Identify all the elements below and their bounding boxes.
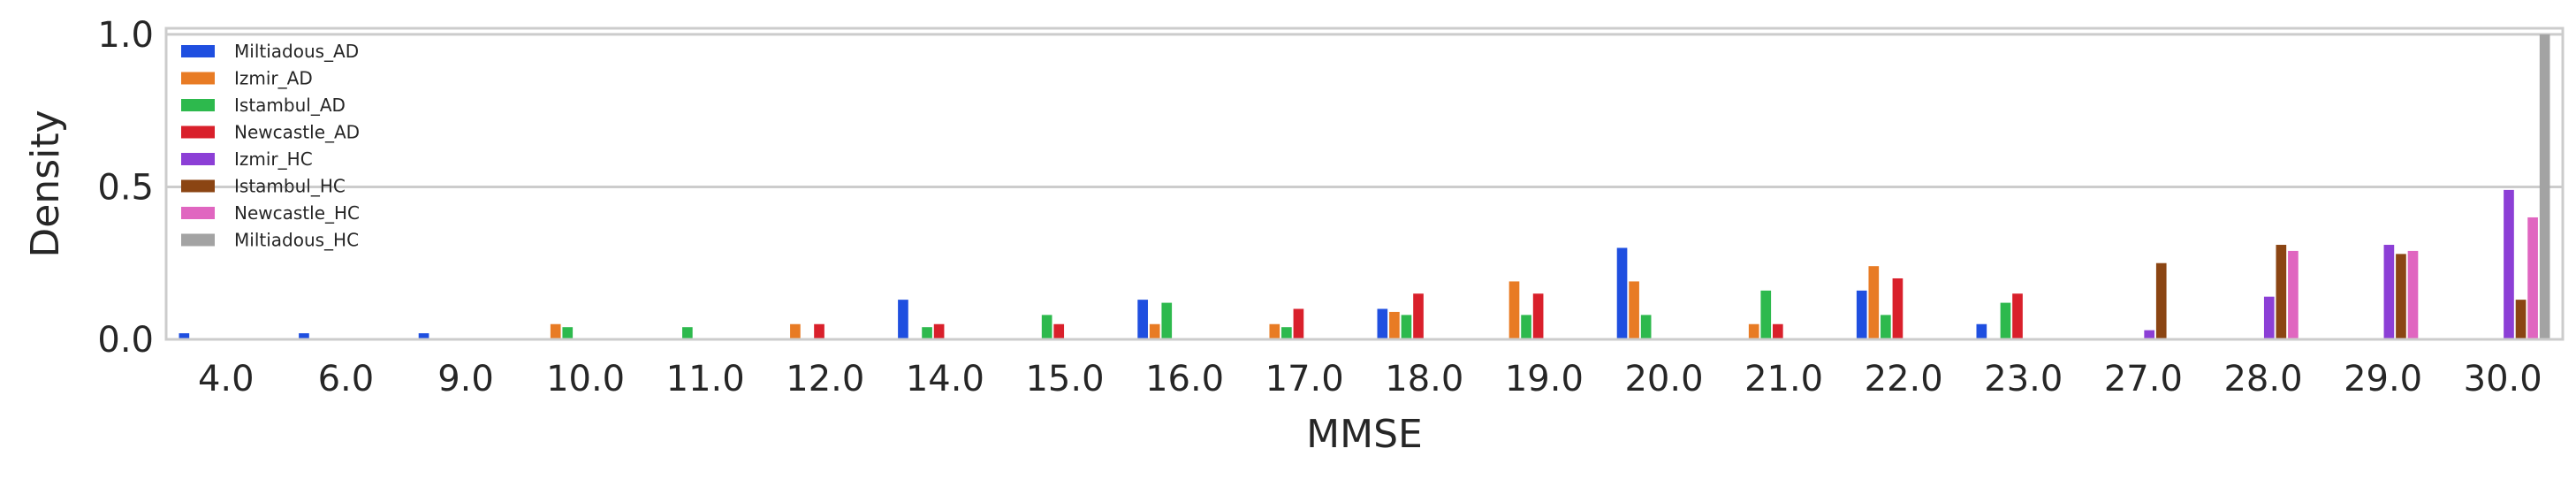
x-tick-label: 10.0 <box>546 359 625 399</box>
legend-label: Istambul_HC <box>234 176 346 197</box>
bar <box>1868 266 1880 339</box>
bar <box>2144 330 2155 339</box>
bar <box>2527 217 2538 339</box>
legend-label: Istambul_AD <box>234 95 346 116</box>
bar <box>814 323 824 339</box>
bar <box>2263 296 2275 339</box>
legend-label: Izmir_AD <box>234 68 313 89</box>
x-tick-label: 14.0 <box>906 359 984 399</box>
x-axis-label: MMSE <box>1306 412 1423 457</box>
legend-swatch <box>181 233 215 247</box>
bar <box>550 323 561 339</box>
x-tick-labels: 4.0 6.0 9.0 10.0 11.0 12.0 14.0 15.0 16.0 17.0 18.… <box>198 359 2542 399</box>
legend-swatch <box>181 153 215 165</box>
bar <box>562 327 574 339</box>
plot-background <box>166 28 2563 339</box>
legend-swatch <box>181 207 215 219</box>
legend-swatch <box>181 45 215 57</box>
bar <box>1532 293 1544 339</box>
bar <box>2383 245 2395 339</box>
bar <box>1377 308 1388 339</box>
bar <box>933 323 945 339</box>
bar <box>2000 302 2011 339</box>
bar <box>1161 302 1173 339</box>
bar <box>2155 262 2167 339</box>
legend-swatch <box>181 72 215 85</box>
bar <box>2396 254 2406 339</box>
y-tick-label: 0.5 <box>97 167 154 208</box>
bar <box>1389 311 1400 339</box>
bar <box>2504 189 2514 339</box>
bar <box>922 327 932 339</box>
x-tick-label: 21.0 <box>1744 359 1823 399</box>
bar <box>1281 327 1292 339</box>
legend-label: Miltiadous_HC <box>234 230 359 251</box>
y-tick-labels: 0.0 0.5 1.0 <box>97 15 154 361</box>
bar <box>1772 323 1783 339</box>
bar <box>1149 323 1160 339</box>
x-tick-label: 17.0 <box>1265 359 1344 399</box>
bar <box>1748 323 1759 339</box>
bar <box>682 327 693 339</box>
bar <box>1629 281 1639 339</box>
legend-label: Newcastle_HC <box>234 202 360 224</box>
x-tick-label: 29.0 <box>2344 359 2422 399</box>
bar <box>1976 323 1987 339</box>
bar <box>2012 293 2023 339</box>
x-tick-label: 20.0 <box>1624 359 1703 399</box>
bar <box>179 333 190 339</box>
bars <box>179 34 2550 339</box>
bar <box>1269 323 1280 339</box>
legend-swatch <box>181 99 215 111</box>
bar <box>2515 300 2527 339</box>
y-axis-label: Density <box>23 110 68 257</box>
y-tick-label: 0.0 <box>97 320 154 361</box>
bar <box>1413 293 1424 339</box>
x-tick-label: 22.0 <box>1865 359 1943 399</box>
x-tick-label: 9.0 <box>437 359 494 399</box>
bar <box>1293 308 1304 339</box>
bar <box>1521 315 1531 339</box>
x-tick-label: 6.0 <box>318 359 375 399</box>
x-tick-label: 30.0 <box>2464 359 2542 399</box>
bar <box>2407 250 2419 339</box>
bar <box>2539 34 2550 339</box>
legend-label: Izmir_HC <box>234 148 313 170</box>
x-tick-label: 16.0 <box>1145 359 1224 399</box>
bar <box>1401 315 1412 339</box>
bar <box>1137 300 1148 339</box>
bar <box>299 333 309 339</box>
x-tick-label: 28.0 <box>2223 359 2302 399</box>
bar <box>2288 250 2299 339</box>
x-tick-label: 18.0 <box>1385 359 1463 399</box>
y-tick-label: 1.0 <box>97 15 154 56</box>
bar <box>1041 315 1052 339</box>
legend-swatch <box>181 125 215 139</box>
bar <box>1616 247 1628 339</box>
legend-swatch <box>181 179 215 193</box>
legend-label: Newcastle_AD <box>234 122 360 143</box>
x-tick-label: 23.0 <box>1984 359 2063 399</box>
plot-frame <box>164 27 2565 341</box>
bar <box>418 333 429 339</box>
x-tick-label: 15.0 <box>1025 359 1104 399</box>
x-tick-label: 27.0 <box>2104 359 2183 399</box>
bar <box>898 300 908 339</box>
bar <box>1881 315 1891 339</box>
bar <box>1508 281 1520 339</box>
bar <box>1856 290 1867 339</box>
x-tick-label: 11.0 <box>666 359 745 399</box>
bar <box>1760 290 1772 339</box>
bar <box>790 323 801 339</box>
legend-label: Miltiadous_AD <box>234 41 359 62</box>
legend: Miltiadous_AD Izmir_AD Istambul_AD Newcastl… <box>181 41 360 251</box>
bar <box>1053 323 1065 339</box>
bar <box>2276 245 2287 339</box>
x-tick-label: 12.0 <box>786 359 864 399</box>
x-tick-label: 19.0 <box>1505 359 1584 399</box>
x-tick-label: 4.0 <box>198 359 255 399</box>
bar <box>1892 278 1904 339</box>
bar <box>1640 315 1652 339</box>
